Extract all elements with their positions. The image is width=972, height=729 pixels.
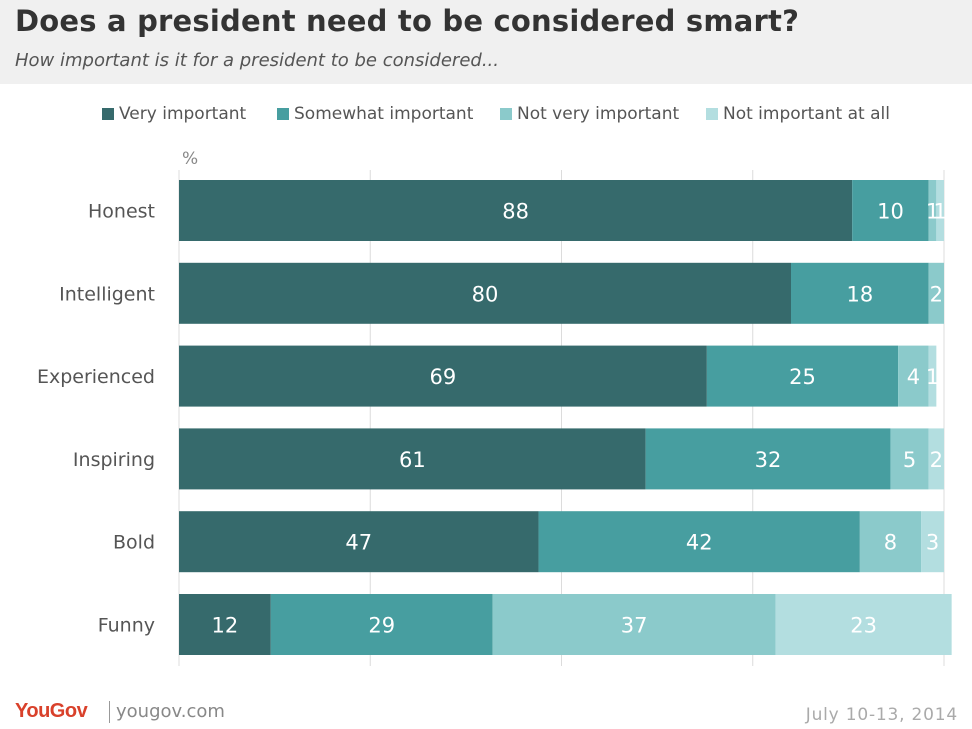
bar-segment <box>791 262 929 324</box>
legend-swatch <box>102 108 114 120</box>
data-label: 1 <box>926 200 939 224</box>
data-label: 61 <box>399 448 426 472</box>
data-label: 80 <box>472 282 499 306</box>
category-label: Bold <box>113 532 155 554</box>
category-label: Experienced <box>37 366 155 388</box>
bar-segment <box>928 428 944 490</box>
bar-segment <box>852 180 929 241</box>
data-label: 1 <box>926 365 939 389</box>
bar-segment <box>775 594 952 655</box>
bar-segment <box>270 594 493 655</box>
bar-segment <box>538 511 860 573</box>
bar-segment <box>179 180 853 241</box>
data-label: 4 <box>907 365 920 389</box>
bar-segment <box>898 345 929 407</box>
data-label: 5 <box>903 448 916 472</box>
survey-date: July 10-13, 2014 <box>805 705 958 725</box>
data-label: 8 <box>884 531 897 555</box>
data-label: 29 <box>368 614 395 638</box>
data-label: 37 <box>621 614 648 638</box>
axis-unit-label: % <box>182 149 198 169</box>
category-label: Funny <box>98 615 155 637</box>
category-label: Honest <box>88 201 155 223</box>
bar-segment <box>645 428 891 490</box>
bar-segment <box>928 345 937 407</box>
data-label: 10 <box>877 200 904 224</box>
category-label: Intelligent <box>59 283 155 305</box>
footer-divider <box>109 701 110 723</box>
category-label: Inspiring <box>73 449 155 471</box>
data-label: 42 <box>686 531 713 555</box>
bar-segment <box>179 262 791 324</box>
bar-segment <box>179 511 539 573</box>
bar-segment <box>492 594 776 655</box>
legend-swatch <box>706 108 718 120</box>
legend-item: Very important <box>102 104 246 124</box>
data-label: 18 <box>846 282 873 306</box>
bar-segment <box>179 594 271 655</box>
data-label: 32 <box>755 448 782 472</box>
footer-site: yougov.com <box>116 701 225 722</box>
header-band <box>0 0 972 84</box>
data-label: 25 <box>789 365 816 389</box>
legend-swatch <box>500 108 512 120</box>
legend-item: Not very important <box>500 104 679 124</box>
bar-segment <box>936 180 944 241</box>
bar-segment <box>890 428 929 490</box>
legend-item: Somewhat important <box>277 104 473 124</box>
legend-item: Not important at all <box>706 104 890 124</box>
legend-label: Not important at all <box>723 104 890 124</box>
data-label: 1 <box>933 200 946 224</box>
data-label: 2 <box>930 282 943 306</box>
data-label: 69 <box>430 365 457 389</box>
data-label: 23 <box>850 614 877 638</box>
legend-swatch <box>277 108 289 120</box>
data-label: 12 <box>212 614 239 638</box>
bar-segment <box>179 428 646 490</box>
data-label: 47 <box>345 531 372 555</box>
bar-segment <box>859 511 922 573</box>
legend-label: Not very important <box>517 104 680 124</box>
yougov-logo: YouGov <box>15 700 88 722</box>
chart-title: Does a president need to be considered s… <box>15 4 800 38</box>
bar-segment <box>706 345 899 407</box>
bar-segment <box>179 345 707 407</box>
bar-segment <box>928 262 944 324</box>
data-label: 2 <box>930 448 943 472</box>
legend-label: Somewhat important <box>294 104 474 124</box>
chart-subtitle: How important is it for a president to b… <box>15 50 499 71</box>
bar-segment <box>928 180 937 241</box>
data-label: 88 <box>502 200 529 224</box>
legend-label: Very important <box>119 104 247 124</box>
data-label: 3 <box>926 531 939 555</box>
bar-segment <box>921 511 944 573</box>
